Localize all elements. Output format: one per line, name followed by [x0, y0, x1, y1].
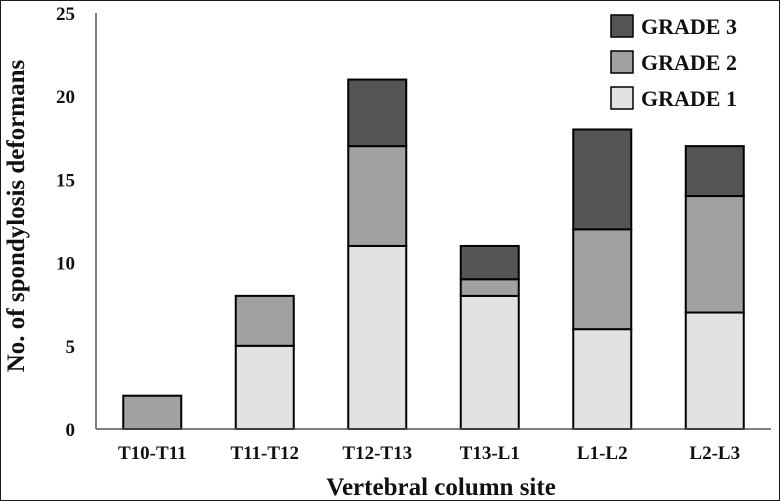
legend-label-grade-3: GRADE 3 [641, 14, 737, 39]
y-tick-label: 25 [56, 4, 75, 25]
bar-l1-l2-grade-1 [572, 328, 633, 430]
axes-layer [95, 13, 771, 430]
y-tick-label: 5 [66, 337, 76, 358]
legend-label-grade-2: GRADE 2 [641, 50, 737, 75]
x-tick-labels: T10-T11 T11-T12 T12-T13 T13-L1 L1-L2 L2-L3 [118, 443, 740, 464]
bar-l2-l3-grade-2 [684, 195, 745, 314]
y-axis-title: No. of spondylosis deformans [3, 59, 30, 372]
bar-t10-t11-grade-2 [122, 394, 183, 430]
bar-t13-l1-grade-1 [459, 294, 520, 430]
x-tick-label: T10-T11 [118, 443, 187, 464]
x-axis-title: Vertebral column site [326, 474, 556, 500]
x-tick-label: L1-L2 [577, 443, 628, 464]
bar-t12-t13-grade-1 [347, 244, 408, 430]
legend-swatch-grade-1 [610, 86, 634, 110]
bar-l2-l3-grade-1 [684, 311, 745, 430]
y-tick-label: 0 [66, 420, 76, 441]
x-tick-label: T11-T12 [230, 443, 299, 464]
bar-t13-l1-grade-3 [459, 244, 520, 281]
legend-swatch-grade-3 [610, 14, 634, 38]
legend: GRADE 3 GRADE 2 GRADE 1 [610, 14, 737, 111]
bars-layer [122, 78, 745, 430]
bar-l1-l2-grade-2 [572, 228, 633, 331]
bar-l2-l3-grade-3 [684, 145, 745, 198]
y-tick-labels: 0 5 10 15 20 25 [56, 4, 75, 441]
bar-t12-t13-grade-2 [347, 145, 408, 247]
bar-t12-t13-grade-3 [347, 78, 408, 148]
bar-l1-l2-grade-3 [572, 128, 633, 231]
y-tick-label: 15 [56, 170, 75, 191]
x-tick-label: T13-L1 [460, 443, 520, 464]
bar-t11-t12-grade-1 [234, 344, 295, 430]
bar-t11-t12-grade-2 [234, 294, 295, 347]
legend-label-grade-1: GRADE 1 [641, 86, 737, 111]
legend-swatch-grade-2 [610, 50, 634, 74]
y-tick-label: 10 [56, 254, 75, 275]
y-tick-label: 20 [56, 87, 75, 108]
x-tick-label: L2-L3 [689, 443, 740, 464]
bar-t13-l1-grade-2 [459, 278, 520, 297]
x-tick-label: T12-T13 [342, 443, 412, 464]
